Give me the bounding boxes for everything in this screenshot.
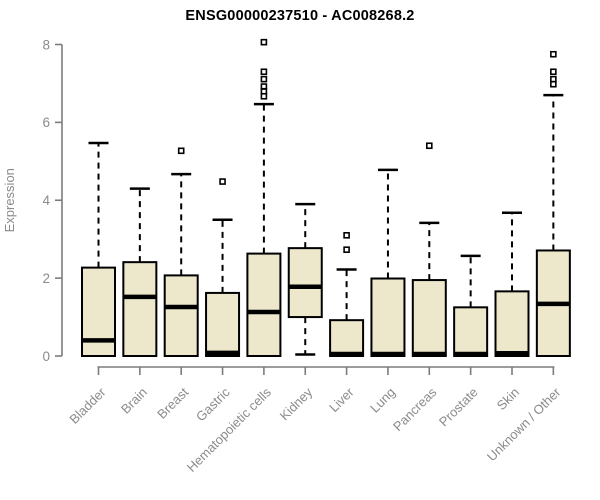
boxplot-box (163, 274, 199, 358)
boxplot-box (287, 247, 323, 319)
boxplot-box (246, 252, 282, 357)
y-axis-title: Expression (2, 168, 17, 232)
boxplot-box (411, 279, 447, 357)
outlier-point (425, 142, 433, 150)
boxplot-box (122, 261, 158, 357)
category-label: Bladder (66, 384, 109, 427)
outlier-point (550, 68, 557, 76)
outlier-point (550, 75, 557, 83)
outlier-point (260, 68, 268, 76)
outlier-point (550, 80, 557, 88)
boxplot-box (370, 277, 406, 357)
outlier-point (343, 231, 350, 239)
category-label: Breast (154, 384, 191, 421)
y-tick-label: 0 (42, 349, 50, 364)
outlier-point (550, 50, 557, 58)
category-label: Unknown / Other (484, 384, 564, 464)
y-tick-label: 2 (42, 271, 50, 286)
boxplot-box (81, 266, 116, 357)
boxplot-box (329, 319, 365, 357)
boxplot-box (453, 306, 489, 357)
outlier-point (260, 92, 268, 100)
category-label: Lung (367, 385, 398, 416)
outlier-point (260, 38, 268, 46)
outlier-point (177, 147, 185, 155)
outlier-point (343, 246, 350, 254)
category-label: Liver (326, 384, 357, 415)
category-label: Pancreas (390, 384, 440, 434)
category-label: Skin (494, 385, 522, 413)
y-tick-label: 8 (42, 37, 50, 52)
y-tick-label: 6 (42, 115, 50, 130)
outlier-point (260, 87, 268, 95)
boxplot-box (205, 291, 241, 358)
category-label: Brain (118, 385, 150, 417)
category-label: Gastric (193, 384, 233, 424)
boxplot-box (494, 290, 530, 357)
category-label: Prostate (436, 385, 481, 430)
outlier-point (219, 178, 226, 185)
chart-title: ENSG00000237510 - AC008268.2 (185, 8, 415, 24)
outlier-point (260, 75, 268, 83)
category-label: Kidney (277, 384, 316, 423)
y-tick-label: 4 (42, 193, 50, 208)
